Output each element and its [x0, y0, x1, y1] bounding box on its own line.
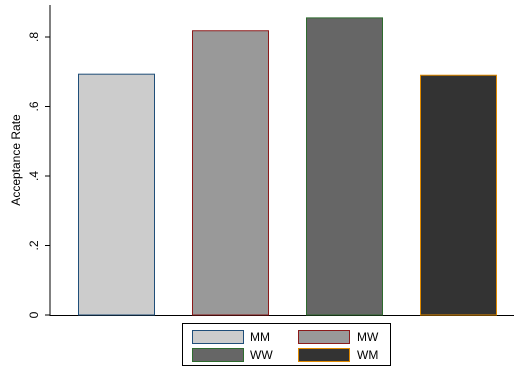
y-tick-label: .4: [27, 171, 41, 181]
legend-swatch-wm: [298, 348, 350, 362]
bar-mw: [192, 30, 269, 316]
bar-wm: [420, 74, 497, 316]
bar-ww: [306, 17, 383, 316]
y-tick-label: .8: [27, 32, 41, 42]
y-tick-label: 0: [27, 311, 41, 318]
bars: [78, 17, 497, 316]
legend-swatch-ww: [192, 348, 244, 362]
legend-label-mm: MM: [250, 330, 270, 344]
legend-label-mw: MW: [357, 330, 379, 344]
y-tick-label: .6: [27, 101, 41, 111]
bar-mm: [78, 73, 155, 316]
y-axis-title: Acceptance Rate: [9, 114, 23, 206]
legend-swatch-mm: [192, 330, 244, 344]
y-tick-label: .2: [27, 240, 41, 250]
legend-label-ww: WW: [250, 348, 273, 362]
legend-label-wm: WM: [357, 348, 378, 362]
legend: MM MW WW WM: [182, 323, 391, 366]
legend-swatch-mw: [298, 330, 350, 344]
